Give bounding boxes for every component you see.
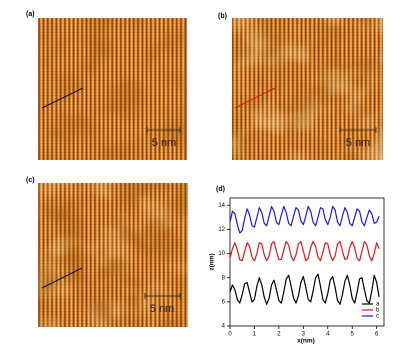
series-line	[229, 205, 380, 234]
scale-bar-label: 5 nm	[150, 303, 174, 315]
y-tick-label: 10	[218, 251, 225, 257]
panel-label: (a)	[26, 11, 35, 18]
series-line	[229, 273, 380, 305]
x-tick-label: 0	[228, 332, 232, 338]
y-tick-label: 12	[218, 227, 225, 233]
stm-image-b	[232, 18, 383, 160]
panel-label: (d)	[216, 186, 225, 193]
legend-label: c	[376, 314, 379, 320]
series-line	[229, 240, 380, 262]
x-tick-label: 2	[277, 332, 281, 338]
stm-image-a	[38, 18, 187, 160]
x-axis-label: x(nm)	[297, 338, 315, 345]
y-tick-label: 14	[218, 203, 225, 209]
scale-bar-label: 5 nm	[346, 137, 370, 149]
x-tick-label: 4	[326, 332, 330, 338]
panel-label: (c)	[26, 177, 35, 184]
scale-bar-label: 5 nm	[152, 137, 176, 149]
x-tick-label: 5	[351, 332, 355, 338]
y-tick-label: 4	[222, 324, 226, 330]
x-tick-label: 6	[375, 332, 379, 338]
legend-label: a	[376, 302, 380, 308]
stm-image-c	[38, 183, 188, 327]
x-tick-label: 3	[302, 332, 306, 338]
y-tick-label: 8	[222, 275, 226, 281]
x-tick-label: 1	[253, 332, 257, 338]
plot-frame	[229, 197, 385, 327]
y-tick-label: 6	[222, 299, 226, 305]
legend-label: b	[376, 308, 380, 314]
panel-label: (b)	[218, 13, 227, 20]
y-axis-label: z(nm)	[209, 253, 216, 270]
